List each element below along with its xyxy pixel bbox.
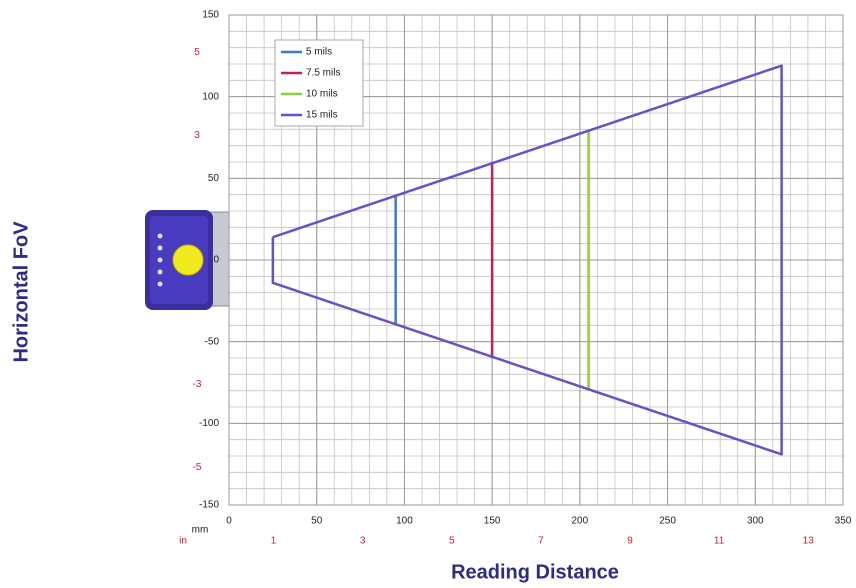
y2-tick-label: 5 bbox=[194, 47, 200, 58]
y-tick-label: -150 bbox=[199, 500, 219, 511]
legend-box bbox=[274, 39, 364, 127]
y2-tick-label: 3 bbox=[194, 130, 200, 141]
y-tick-label: -50 bbox=[205, 336, 220, 347]
x-tick-label: 300 bbox=[747, 516, 764, 527]
legend-label: 15 mils bbox=[306, 110, 338, 121]
y-tick-label: 50 bbox=[208, 173, 220, 184]
series-line bbox=[271, 64, 783, 456]
x-tick-label: 150 bbox=[484, 516, 501, 527]
x2-tick-label: 13 bbox=[803, 536, 815, 547]
x2-tick-label: 1 bbox=[271, 536, 277, 547]
y2-tick-label: -5 bbox=[193, 462, 202, 473]
x2-tick-label: 7 bbox=[538, 536, 544, 547]
x2-tick-label: 3 bbox=[360, 536, 366, 547]
y-tick-label: -100 bbox=[199, 418, 219, 429]
y2-tick-label: -3 bbox=[193, 379, 202, 390]
y-tick-label: 0 bbox=[213, 255, 219, 266]
x-axis-title: Reading Distance bbox=[451, 561, 619, 583]
scanner-icon bbox=[145, 210, 233, 310]
x-tick-label: 350 bbox=[835, 516, 852, 527]
y-tick-label: 150 bbox=[202, 10, 219, 21]
y-tick-label: 100 bbox=[202, 91, 219, 102]
x-tick-label: 200 bbox=[572, 516, 589, 527]
legend-label: 7.5 mils bbox=[306, 68, 340, 79]
x2-tick-label: 5 bbox=[449, 536, 455, 547]
legend-label: 5 mils bbox=[306, 47, 332, 58]
x-tick-label: 100 bbox=[396, 516, 413, 527]
legend-label: 10 mils bbox=[306, 89, 338, 100]
x-tick-label: 0 bbox=[226, 516, 232, 527]
x2-tick-label: 9 bbox=[627, 536, 633, 547]
x-tick-label: 50 bbox=[311, 516, 323, 527]
x-unit: mm bbox=[192, 525, 209, 536]
x-tick-label: 250 bbox=[659, 516, 676, 527]
x2-tick-label: 11 bbox=[714, 536, 725, 547]
x2-unit: in bbox=[179, 536, 187, 547]
y-axis-title: Horizontal FoV bbox=[10, 221, 32, 363]
